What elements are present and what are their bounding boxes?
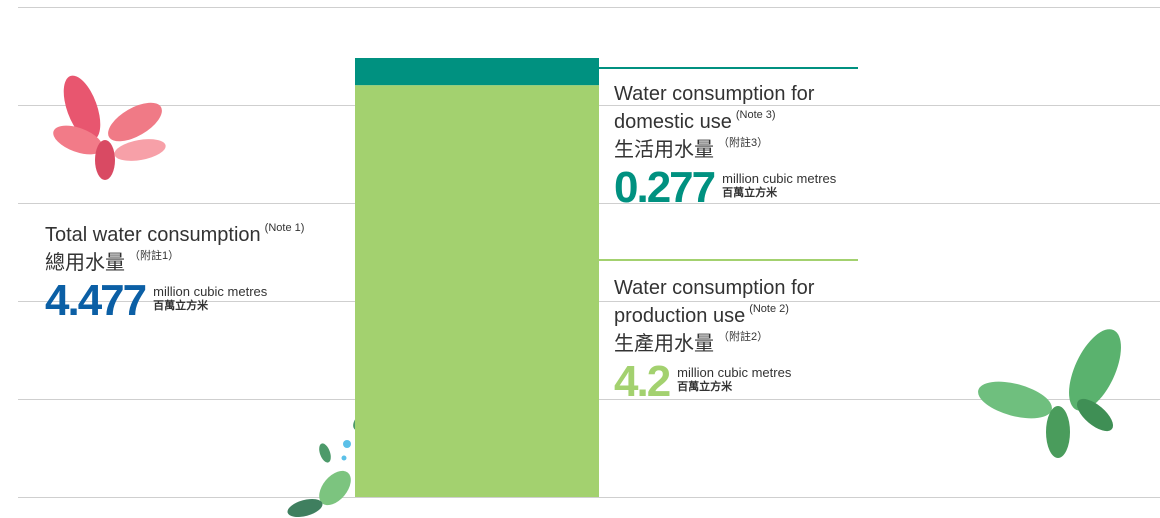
value: 0.277 <box>614 163 716 212</box>
units: million cubic metres 百萬立方米 <box>722 168 836 200</box>
unit-zh: 百萬立方米 <box>153 300 209 312</box>
label-text: 生活用水量 <box>614 139 714 161</box>
production-label: Water consumption for production use (Not… <box>614 274 854 406</box>
label: Water consumption for domestic use (Note … <box>614 80 854 136</box>
units: million cubic metres 百萬立方米 <box>677 362 791 394</box>
green-butterfly <box>978 329 1121 458</box>
note: （附註3） <box>718 137 769 149</box>
label: Water consumption for production use (Not… <box>614 274 854 330</box>
note: （附註1） <box>129 250 180 262</box>
leaves <box>287 409 377 518</box>
value-row: 4.477 million cubic metres 百萬立方米 <box>45 276 304 325</box>
bar-segment <box>355 85 599 497</box>
label: Total water consumption (Note 1) <box>45 222 305 246</box>
bar-segment <box>355 58 599 86</box>
unit: million cubic metres <box>722 171 837 186</box>
unit: million cubic metres <box>677 365 792 380</box>
note: (Note 1) <box>264 222 305 234</box>
label-text: 生產用水量 <box>614 333 714 355</box>
label-text: Total water consumption <box>45 224 261 246</box>
unit-zh: 百萬立方米 <box>677 381 733 393</box>
value: 4.477 <box>45 276 147 325</box>
pink-butterfly <box>53 75 166 180</box>
domestic-label: Water consumption for domestic use (Note … <box>614 80 854 212</box>
label-text: Water consumption for production use <box>614 277 815 327</box>
unit-zh: 百萬立方米 <box>722 187 778 199</box>
units: million cubic metres 百萬立方米 <box>153 281 267 313</box>
label-zh: 生產用水量 （附註2） <box>614 330 854 358</box>
value-row: 0.277 million cubic metres 百萬立方米 <box>614 163 854 212</box>
total-label: Total water consumption (Note 1) 總用水量 （附註1… <box>45 221 305 325</box>
unit: million cubic metres <box>153 284 268 299</box>
note: (Note 3) <box>735 109 776 121</box>
value-row: 4.2 million cubic metres 百萬立方米 <box>614 357 854 406</box>
label-zh: 生活用水量 （附註3） <box>614 136 854 164</box>
label-text: Water consumption for domestic use <box>614 83 815 133</box>
note: （附註2） <box>718 331 769 343</box>
label-text: 總用水量 <box>45 252 125 274</box>
label-zh: 總用水量 （附註1） <box>45 249 304 277</box>
value: 4.2 <box>614 357 671 406</box>
note: (Note 2) <box>749 303 789 315</box>
